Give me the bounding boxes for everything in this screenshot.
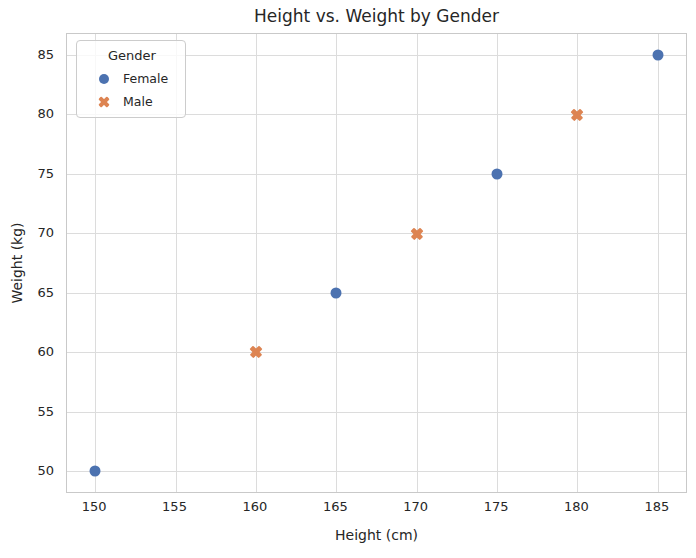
y-tick-label: 55 xyxy=(0,403,54,418)
legend: Gender Female Male xyxy=(76,40,186,118)
legend-item-female: Female xyxy=(85,67,179,90)
data-point-male xyxy=(249,346,262,359)
x-tick-label: 185 xyxy=(644,499,669,514)
legend-item-male: Male xyxy=(85,90,179,113)
x-tick-label: 170 xyxy=(403,499,428,514)
data-point-female xyxy=(90,466,101,477)
data-point-female xyxy=(652,49,663,60)
x-tick-label: 165 xyxy=(323,499,348,514)
gridline-horizontal xyxy=(67,412,686,413)
y-tick-label: 80 xyxy=(0,106,54,121)
legend-label-female: Female xyxy=(123,71,168,86)
data-point-female xyxy=(331,287,342,298)
x-axis-label: Height (cm) xyxy=(66,527,687,543)
gridline-vertical xyxy=(577,34,578,492)
plot-area: Gender Female Male xyxy=(66,33,687,493)
gridline-vertical xyxy=(497,34,498,492)
gridline-horizontal xyxy=(67,293,686,294)
female-circle-marker-icon xyxy=(99,74,109,84)
y-tick-label: 50 xyxy=(0,463,54,478)
gridline-horizontal xyxy=(67,233,686,234)
gridline-horizontal xyxy=(67,471,686,472)
male-x-marker-icon xyxy=(98,96,110,108)
gridline-horizontal xyxy=(67,174,686,175)
x-tick-labels: 150 155 160 165 170 175 180 185 xyxy=(66,499,687,517)
y-tick-label: 75 xyxy=(0,165,54,180)
x-tick-label: 180 xyxy=(564,499,589,514)
y-tick-label: 85 xyxy=(0,46,54,61)
data-point-male xyxy=(410,227,423,240)
gridline-vertical xyxy=(658,34,659,492)
legend-title: Gender xyxy=(85,45,179,67)
figure: Height vs. Weight by Gender Gender Femal… xyxy=(0,0,696,558)
x-tick-label: 155 xyxy=(162,499,187,514)
y-axis-label: Weight (kg) xyxy=(9,222,25,303)
gridline-vertical xyxy=(336,34,337,492)
chart-title: Height vs. Weight by Gender xyxy=(66,6,687,26)
gridline-horizontal xyxy=(67,352,686,353)
gridline-vertical xyxy=(256,34,257,492)
x-tick-label: 150 xyxy=(82,499,107,514)
data-point-male xyxy=(571,108,584,121)
y-tick-label: 60 xyxy=(0,344,54,359)
data-point-female xyxy=(492,168,503,179)
x-tick-label: 175 xyxy=(484,499,509,514)
x-tick-label: 160 xyxy=(242,499,267,514)
legend-label-male: Male xyxy=(123,94,153,109)
gridline-vertical xyxy=(417,34,418,492)
